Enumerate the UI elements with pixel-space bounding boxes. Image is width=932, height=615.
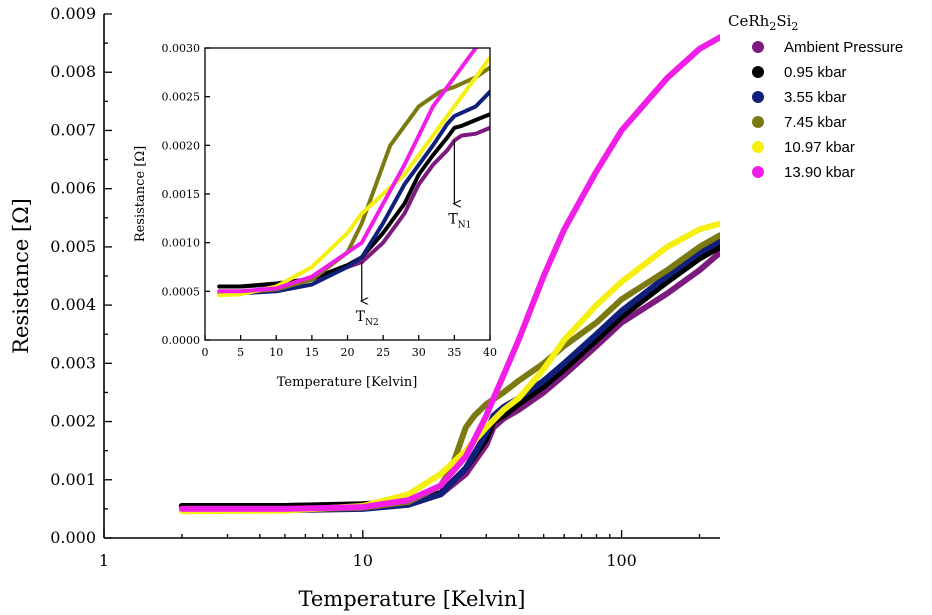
inset-y-ticks: 0.0000 0.0005 0.0010 0.0015 0.0020 0.0025 0.00…: [162, 42, 210, 347]
inset-y-tick-label: 0.0015: [162, 188, 201, 201]
inset-x-tick-label: 30: [412, 346, 426, 359]
legend-items: Ambient Pressure 0.95 kbar 3.55 kbar 7.45 k…: [752, 39, 903, 181]
annotation-label: TN1: [448, 212, 471, 231]
main-y-axis-title: Resistance [Ω]: [9, 198, 33, 354]
main-y-tick-label: 0.002: [50, 412, 96, 431]
main-plot: 1 10 100 0.0000.0010.0020.0030.0040.0050.0…: [9, 4, 720, 611]
legend-label: 7.45 kbar: [784, 114, 847, 131]
inset-x-tick-label: 15: [305, 346, 319, 359]
main-x-axis-title: Temperature [Kelvin]: [298, 587, 525, 611]
inset-x-ticks: 0 5 10 15 20 25 30 35 40: [202, 335, 497, 359]
inset-plot: 0 5 10 15 20 25 30 35 40 0.0000 0.0005 0.0010 0.001…: [133, 42, 497, 390]
inset-y-tick-label: 0.0020: [162, 139, 201, 152]
inset-x-axis-title: Temperature [Kelvin]: [277, 375, 418, 390]
inset-x-tick-label: 5: [237, 346, 244, 359]
main-y-tick-label: 0.004: [50, 295, 96, 314]
inset-x-tick-label: 25: [376, 346, 390, 359]
inset-y-tick-label: 0.0010: [162, 237, 201, 250]
main-y-tick-label: 0.001: [50, 470, 96, 489]
legend: CeRh2Si2 Ambient Pressure 0.95 kbar 3.55 k…: [728, 12, 903, 181]
main-y-tick-label: 0.007: [50, 120, 96, 139]
inset-annotations: TN1 TN2: [356, 140, 471, 328]
main-y-tick-label: 0.005: [50, 237, 96, 256]
inset-y-tick-label: 0.0005: [162, 285, 201, 298]
main-y-tick-label: 0.003: [50, 353, 96, 372]
inset-series-line: [217, 89, 490, 296]
legend-label: Ambient Pressure: [784, 39, 903, 56]
legend-label: 3.55 kbar: [784, 89, 847, 106]
main-x-ticks: 1 10 100: [99, 530, 701, 570]
annotation-label: TN2: [356, 309, 379, 328]
main-x-tick-label: 100: [606, 551, 637, 570]
inset-x-tick-label: 10: [269, 346, 283, 359]
main-y-tick-label: 0.008: [50, 62, 96, 81]
inset-x-tick-label: 40: [483, 346, 497, 359]
inset-x-tick-label: 20: [341, 346, 355, 359]
main-y-tick-label: 0.009: [50, 4, 96, 23]
inset-x-tick-label: 35: [447, 346, 461, 359]
main-series-group: [178, 34, 720, 515]
legend-marker: [752, 41, 764, 53]
legend-marker: [752, 141, 764, 153]
legend-label: 10.97 kbar: [784, 139, 855, 156]
main-series-line: [178, 220, 720, 515]
inset-background: [205, 48, 490, 340]
legend-marker: [752, 166, 764, 178]
inset-y-tick-label: 0.0030: [162, 42, 201, 55]
main-series-line: [178, 34, 720, 512]
inset-y-tick-label: 0.0025: [162, 91, 201, 104]
inset-series-group: [217, 48, 490, 298]
inset-y-axis-title: Resistance [Ω]: [133, 146, 148, 242]
legend-marker: [752, 91, 764, 103]
main-y-tick-label: 0.000: [50, 528, 96, 547]
main-y-tick-label: 0.006: [50, 179, 96, 198]
legend-marker: [752, 116, 764, 128]
inset-series-line: [217, 48, 478, 294]
legend-label: 0.95 kbar: [784, 64, 847, 81]
inset-x-tick-label: 0: [202, 346, 209, 359]
main-y-ticks: 0.000 0.001 0.002 0.003 0.004 0.005 0.006 0.007…: [50, 4, 112, 547]
legend-marker: [752, 66, 764, 78]
legend-label: 13.90 kbar: [784, 164, 855, 181]
legend-title: CeRh2Si2: [728, 12, 798, 33]
main-x-tick-label: 1: [99, 551, 109, 570]
main-x-tick-label: 10: [353, 551, 373, 570]
inset-y-tick-label: 0.0000: [162, 334, 201, 347]
